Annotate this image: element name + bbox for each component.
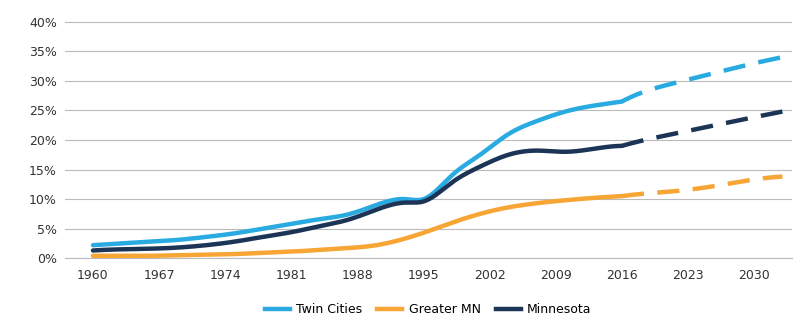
Legend: Twin Cities, Greater MN, Minnesota: Twin Cities, Greater MN, Minnesota	[260, 299, 596, 321]
